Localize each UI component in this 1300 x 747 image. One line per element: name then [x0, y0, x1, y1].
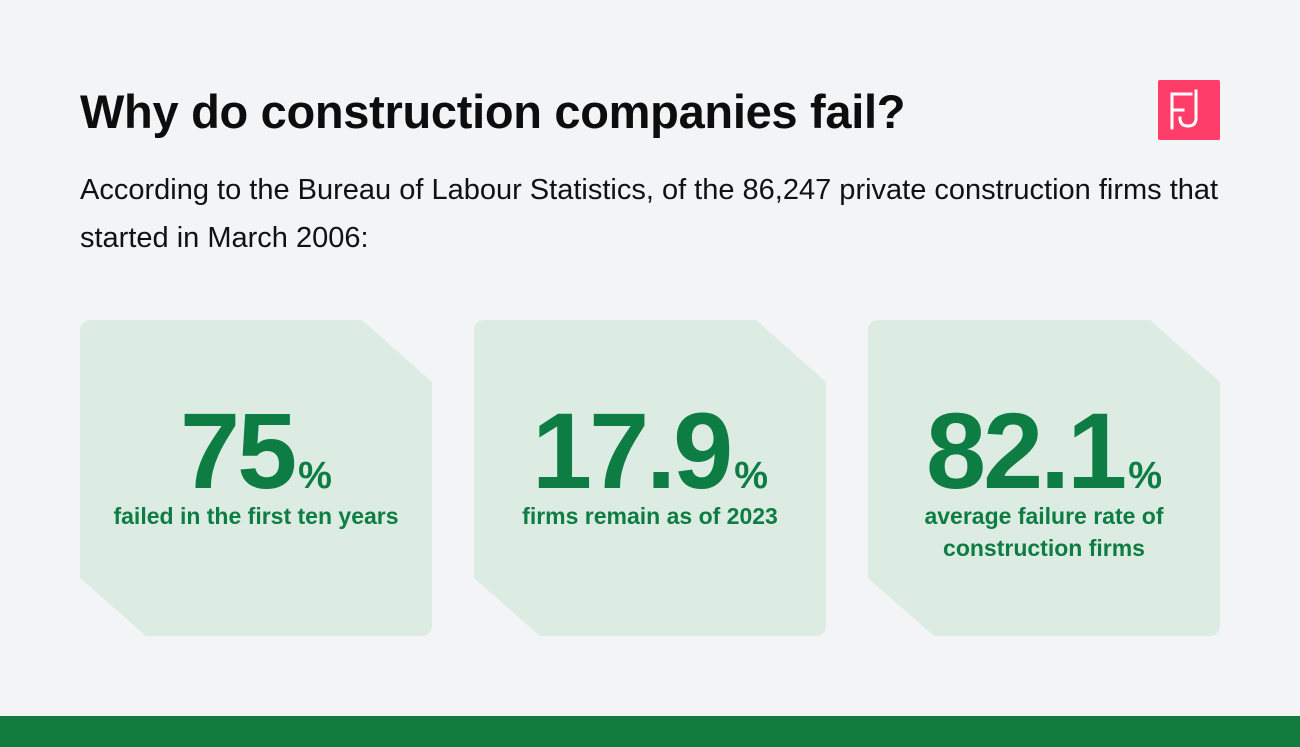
footer-bar [0, 716, 1300, 747]
stat-label: average failure rate of construction fir… [924, 503, 1164, 561]
stat-figure: 82.1% [868, 396, 1220, 506]
page-title: Why do construction companies fail? [80, 85, 906, 138]
stat-card-failed-first-ten-years: 75% failed in the first ten years [80, 320, 432, 636]
stat-card-firms-remain: 17.9% firms remain as of 2023 [474, 320, 826, 636]
stat-unit: % [1128, 455, 1162, 497]
stat-label: failed in the first ten years [113, 503, 399, 529]
stat-unit: % [734, 455, 768, 497]
stat-figure: 17.9% [474, 396, 826, 506]
stat-value: 82.1 [926, 390, 1127, 511]
stat-value: 75 [180, 390, 297, 511]
stat-unit: % [298, 455, 332, 497]
brand-logo-icon [1170, 89, 1198, 130]
stat-label: firms remain as of 2023 [522, 503, 778, 529]
stat-figure: 75% [80, 396, 432, 506]
brand-logo [1158, 80, 1220, 140]
stat-card-average-failure-rate: 82.1% average failure rate of constructi… [868, 320, 1220, 636]
stat-value: 17.9 [532, 390, 733, 511]
intro-text: According to the Bureau of Labour Statis… [80, 174, 1219, 254]
